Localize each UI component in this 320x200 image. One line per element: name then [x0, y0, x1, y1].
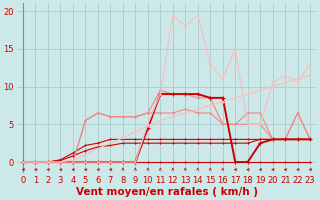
X-axis label: Vent moyen/en rafales ( km/h ): Vent moyen/en rafales ( km/h )	[76, 187, 258, 197]
